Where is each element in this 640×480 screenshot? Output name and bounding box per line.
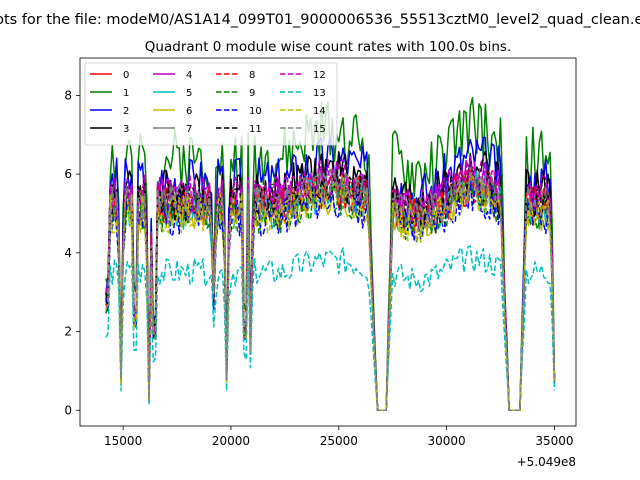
- legend-label-2: 2: [123, 106, 129, 117]
- series-line-1: [105, 97, 556, 412]
- legend-label-7: 7: [186, 124, 192, 135]
- x-tick-label: 20000: [212, 434, 250, 448]
- figure-suptitle: Plots for the file: modeM0/AS1A14_099T01…: [0, 12, 640, 28]
- legend-label-14: 14: [313, 106, 326, 117]
- x-tick-label: 30000: [428, 434, 466, 448]
- legend-label-0: 0: [123, 70, 129, 81]
- legend-label-11: 11: [249, 124, 262, 135]
- legend-label-9: 9: [249, 88, 255, 99]
- legend-label-4: 4: [186, 70, 192, 81]
- y-tick-label: 6: [64, 167, 72, 181]
- legend-label-5: 5: [186, 88, 192, 99]
- legend-label-3: 3: [123, 124, 129, 135]
- legend-label-1: 1: [123, 88, 129, 99]
- legend-label-6: 6: [186, 106, 192, 117]
- y-axis: 0 2 4 6 8: [64, 88, 80, 417]
- y-tick-label: 2: [64, 325, 72, 339]
- legend-label-13: 13: [313, 88, 326, 99]
- y-tick-label: 8: [64, 88, 72, 102]
- y-tick-label: 4: [64, 246, 72, 260]
- legend-label-8: 8: [249, 70, 255, 81]
- x-axis-offset-label: +5.049e8: [517, 455, 576, 469]
- legend-label-15: 15: [313, 124, 326, 135]
- chart-title: Quadrant 0 module wise count rates with …: [145, 39, 511, 55]
- x-tick-label: 35000: [535, 434, 573, 448]
- legend-label-10: 10: [249, 106, 262, 117]
- x-axis: 15000 20000 25000 30000 35000: [104, 426, 574, 448]
- series-line-13: [105, 245, 556, 412]
- legend-frame: [84, 62, 338, 146]
- series-line-12: [105, 155, 556, 412]
- plot-area-frame: [79, 57, 577, 427]
- y-tick-label: 0: [64, 403, 72, 417]
- legend-label-12: 12: [313, 70, 326, 81]
- x-tick-label: 25000: [320, 434, 358, 448]
- series-line-15: [105, 166, 556, 412]
- x-tick-label: 15000: [104, 434, 142, 448]
